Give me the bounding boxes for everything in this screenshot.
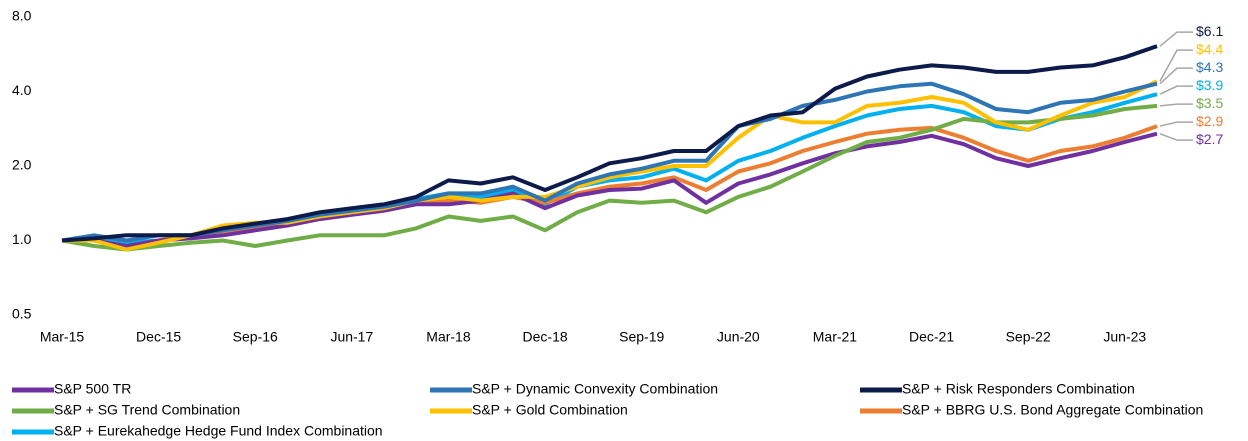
series-line <box>62 131 1158 248</box>
legend-label: S&P + BBRG U.S. Bond Aggregate Combinati… <box>902 402 1203 418</box>
leader-line <box>1159 103 1193 107</box>
x-tick-label: Sep-22 <box>1006 329 1051 345</box>
y-tick-label: 1.0 <box>12 231 32 247</box>
end-label: $2.7 <box>1196 131 1223 147</box>
leader-line <box>1159 85 1193 95</box>
end-label: $4.3 <box>1196 59 1223 75</box>
x-tick-label: Mar-15 <box>40 329 85 345</box>
y-tick-label: 8.0 <box>12 8 32 24</box>
x-tick-label: Mar-18 <box>426 329 471 345</box>
legend-label: S&P + Eurekahedge Hedge Fund Index Combi… <box>54 423 383 439</box>
y-tick-label: 4.0 <box>12 82 32 98</box>
end-label: $2.9 <box>1196 113 1223 129</box>
y-tick-label: 0.5 <box>12 306 32 322</box>
leader-line <box>1159 133 1193 141</box>
series-line <box>61 103 1158 252</box>
legend-label: S&P + Risk Responders Combination <box>902 381 1135 397</box>
y-tick-label: 2.0 <box>12 157 32 173</box>
leader-line <box>1159 67 1193 85</box>
x-tick-label: Jun-20 <box>717 329 760 345</box>
legend-label: S&P + Gold Combination <box>472 402 628 418</box>
x-tick-label: Dec-18 <box>523 329 568 345</box>
x-tick-label: Dec-21 <box>909 329 954 345</box>
x-tick-label: Jun-23 <box>1103 329 1146 345</box>
end-label: $4.4 <box>1196 41 1223 57</box>
x-tick-label: Jun-17 <box>330 329 373 345</box>
legend-label: S&P 500 TR <box>54 381 131 397</box>
x-tick-label: Dec-15 <box>136 329 181 345</box>
leader-line <box>1159 121 1193 127</box>
x-tick-label: Sep-16 <box>233 329 278 345</box>
leader-line <box>1159 49 1193 82</box>
leader-line <box>1159 31 1193 47</box>
end-label: $3.5 <box>1196 95 1223 111</box>
series-line <box>62 92 1158 245</box>
x-tick-label: Sep-19 <box>619 329 664 345</box>
end-label: $3.9 <box>1196 77 1223 93</box>
x-tick-label: Mar-21 <box>813 329 858 345</box>
legend-label: S&P + SG Trend Combination <box>54 402 240 418</box>
series-line <box>61 44 1158 243</box>
series-line <box>62 124 1158 248</box>
end-label: $6.1 <box>1196 23 1223 39</box>
legend-label: S&P + Dynamic Convexity Combination <box>472 381 718 397</box>
